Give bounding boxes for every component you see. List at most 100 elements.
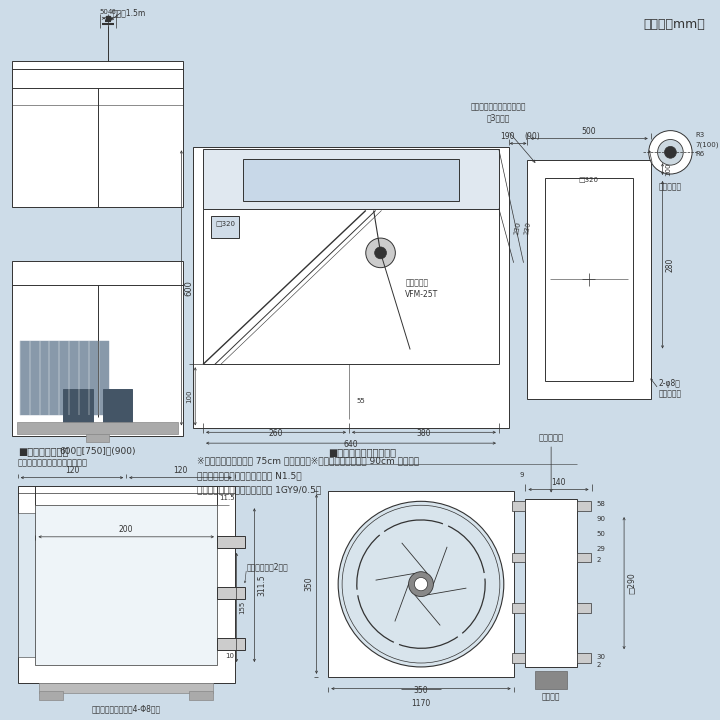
Text: 190: 190	[500, 132, 515, 141]
Text: 同梱換気扇: 同梱換気扇	[405, 279, 428, 287]
Bar	[18, 485, 235, 683]
Text: 640: 640	[343, 440, 359, 449]
Bar	[17, 423, 179, 434]
Text: 本体固定用: 本体固定用	[659, 390, 682, 398]
Bar	[577, 552, 590, 562]
Text: 11.5: 11.5	[219, 495, 235, 501]
Bar	[211, 217, 238, 238]
Bar	[40, 683, 213, 693]
Text: 埋込ボルト取付用（4-Φ8穴）: 埋込ボルト取付用（4-Φ8穴）	[91, 704, 161, 714]
Bar	[217, 536, 245, 548]
Text: 260: 260	[269, 429, 283, 438]
Bar	[217, 587, 245, 599]
Bar	[528, 160, 651, 399]
Bar	[512, 501, 526, 511]
Text: 1170: 1170	[411, 698, 431, 708]
Text: 200: 200	[119, 525, 133, 534]
Bar	[12, 261, 184, 436]
Bar	[35, 505, 217, 665]
Bar	[545, 178, 633, 381]
Bar	[577, 501, 590, 511]
Text: 29: 29	[596, 546, 606, 552]
Bar	[86, 434, 109, 442]
Text: 120: 120	[65, 466, 79, 474]
Circle shape	[374, 247, 387, 258]
Text: ※　［　］内の寸法は 75cm 巻タイプ　※　（　）内の寸法は 90cm 巻タイプ: ※ ［ ］内の寸法は 75cm 巻タイプ ※ （ ）内の寸法は 90cm 巻タイ…	[197, 456, 419, 465]
Circle shape	[657, 140, 683, 165]
Text: 50: 50	[99, 9, 109, 15]
Text: 311.5: 311.5	[257, 575, 266, 596]
Bar	[63, 389, 93, 428]
Text: 50: 50	[596, 531, 606, 537]
Bar	[512, 603, 526, 613]
Bar	[102, 389, 132, 428]
Bar	[243, 159, 459, 201]
Text: 機外长1.5m: 機外长1.5m	[113, 9, 146, 17]
Text: R3: R3	[695, 132, 704, 138]
Bar	[189, 690, 213, 701]
Circle shape	[408, 572, 433, 597]
Text: 55: 55	[357, 397, 366, 404]
Text: 140: 140	[552, 477, 566, 487]
Bar	[512, 552, 526, 562]
Bar	[40, 690, 63, 701]
Text: 350: 350	[305, 577, 313, 591]
Bar	[19, 341, 109, 415]
Circle shape	[366, 238, 395, 268]
Bar	[577, 603, 590, 613]
Text: 2: 2	[596, 662, 601, 668]
Text: 換気扇取付用ハーフカット: 換気扇取付用ハーフカット	[470, 102, 526, 111]
Bar	[12, 60, 184, 207]
Text: 100: 100	[665, 162, 672, 176]
Text: 色調：ブラック塗装（マンセル N1.5）: 色調：ブラック塗装（マンセル N1.5）	[197, 472, 302, 481]
Bar	[536, 671, 567, 688]
Text: 10: 10	[225, 653, 234, 659]
Text: □290: □290	[627, 572, 636, 594]
Text: 90: 90	[596, 516, 606, 522]
Text: □320: □320	[579, 176, 598, 182]
Text: （化粧框を外した状態を示す）: （化粧框を外した状態を示す）	[18, 459, 88, 468]
Text: 取付ボルト（2本）: 取付ボルト（2本）	[246, 562, 288, 571]
Text: 100: 100	[186, 390, 192, 403]
Bar	[526, 500, 577, 667]
Bar	[512, 653, 526, 663]
Circle shape	[665, 146, 676, 158]
Bar	[577, 653, 590, 663]
Text: (90): (90)	[524, 132, 540, 141]
Text: （3カ所）: （3カ所）	[486, 114, 510, 122]
Text: 本体引掛用: 本体引掛用	[659, 182, 682, 191]
Text: 600　[750]　(900): 600 [750] (900)	[59, 446, 136, 455]
Text: □320: □320	[215, 220, 235, 226]
Circle shape	[649, 130, 692, 174]
Circle shape	[338, 501, 504, 667]
Text: 58: 58	[596, 501, 606, 508]
Bar	[328, 492, 513, 677]
Bar	[18, 513, 35, 657]
Text: 155: 155	[240, 601, 246, 614]
Text: 230: 230	[513, 221, 522, 235]
Text: コネクタ: コネクタ	[542, 693, 560, 701]
Bar	[217, 639, 245, 650]
Text: 230: 230	[523, 221, 532, 235]
Text: R6: R6	[695, 151, 704, 157]
Text: 600: 600	[184, 280, 194, 296]
Text: ■同梱換気扇（不燃形）: ■同梱換気扇（不燃形）	[328, 447, 396, 457]
Text: 2-φ8穴: 2-φ8穴	[659, 379, 680, 389]
Bar	[203, 149, 499, 209]
Text: 9: 9	[519, 472, 523, 477]
Text: 取付ボルト: 取付ボルト	[539, 433, 564, 442]
Text: 30: 30	[596, 654, 606, 660]
Text: 280: 280	[665, 258, 675, 272]
Text: 46: 46	[107, 9, 116, 15]
Text: 2: 2	[596, 557, 601, 564]
Bar	[193, 148, 509, 428]
Text: 7(100): 7(100)	[695, 141, 719, 148]
Text: VFM-25T: VFM-25T	[405, 290, 438, 300]
Text: 120: 120	[174, 466, 188, 474]
Text: （単位：mm）: （単位：mm）	[643, 18, 705, 31]
Text: 500: 500	[582, 127, 596, 135]
Text: 350: 350	[414, 685, 428, 695]
Text: 380: 380	[417, 429, 431, 438]
Circle shape	[414, 577, 428, 591]
Text: ホワイト塗装（マンセル 1GY9/0.5）: ホワイト塗装（マンセル 1GY9/0.5）	[197, 485, 321, 495]
